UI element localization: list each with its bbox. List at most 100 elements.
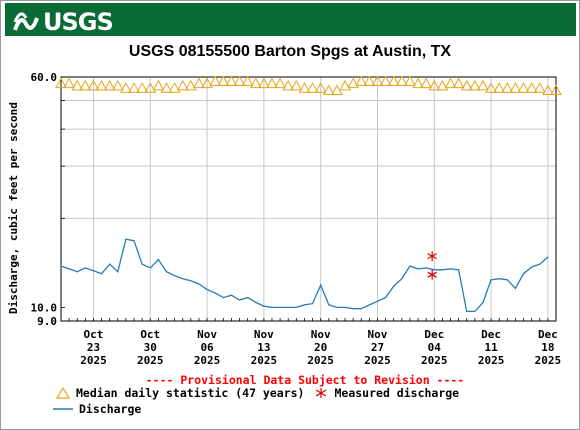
median-triangle-point: [517, 82, 530, 93]
median-triangle-point: [533, 82, 546, 93]
median-triangle-point: [347, 77, 359, 89]
discharge-point: [109, 263, 111, 265]
median-triangle-point: [128, 82, 140, 93]
discharge-point: [393, 285, 395, 287]
median-triangle-point: [485, 82, 497, 93]
discharge-point: [482, 301, 484, 304]
x-tick-label: 2025: [478, 354, 505, 367]
provisional-notice: ---- Provisional Data Subject to Revisio…: [145, 373, 465, 387]
discharge-point: [287, 306, 289, 309]
discharge-point: [255, 301, 257, 304]
median-triangle-point: [55, 77, 67, 89]
discharge-point: [157, 259, 159, 261]
median-triangle-point: [290, 79, 303, 91]
median-triangle-point: [95, 79, 108, 91]
median-triangle-point: [542, 84, 554, 96]
line-swatch-icon: [53, 408, 73, 410]
x-tick-label: Dec: [538, 328, 558, 341]
discharge-point: [490, 279, 492, 281]
discharge-point: [376, 300, 379, 302]
median-triangle-point: [509, 82, 522, 93]
median-triangle-point: [184, 79, 197, 91]
x-tick-label: Nov: [254, 328, 274, 341]
median-triangle-point: [282, 79, 295, 91]
discharge-point: [68, 268, 70, 270]
discharge-point: [441, 269, 443, 271]
x-tick-label: Oct: [84, 328, 104, 341]
discharge-point: [230, 294, 233, 296]
median-triangle-point: [420, 77, 433, 89]
median-triangle-point: [63, 77, 75, 89]
discharge-point: [336, 306, 338, 309]
median-triangle-point: [412, 77, 424, 89]
median-triangle-point: [314, 82, 327, 93]
discharge-point: [531, 266, 533, 268]
usgs-banner: USGS: [5, 3, 576, 36]
discharge-point: [125, 238, 127, 240]
y-tick-label: 10.0: [31, 301, 58, 314]
median-triangle-point: [501, 82, 514, 93]
usgs-wave-icon: [13, 12, 39, 31]
median-triangle-point: [241, 75, 254, 86]
discharge-point: [311, 303, 314, 305]
median-triangle-point: [87, 79, 100, 91]
discharge-point: [417, 268, 419, 270]
discharge-point: [117, 271, 119, 273]
discharge-point: [433, 269, 435, 271]
discharge-point: [92, 270, 95, 272]
median-triangle-point: [550, 84, 562, 96]
discharge-point: [425, 267, 427, 269]
x-tick-label: 06: [200, 341, 214, 354]
discharge-point: [279, 306, 281, 309]
discharge-point: [498, 278, 500, 280]
discharge-point: [320, 284, 322, 286]
median-triangle-point: [363, 75, 376, 86]
median-triangle-point: [225, 75, 238, 86]
x-tick-label: 18: [541, 341, 554, 354]
asterisk-stroke: [427, 253, 437, 260]
median-triangle-point: [201, 77, 213, 89]
measured-discharge-point: [427, 269, 437, 280]
x-tick-label: 23: [87, 341, 100, 354]
usgs-logo[interactable]: USGS: [13, 8, 114, 36]
legend-row-2: Discharge: [53, 402, 141, 416]
discharge-point: [344, 306, 346, 309]
x-tick-label: Dec: [424, 328, 444, 341]
y-tick-label: 60.0: [31, 71, 58, 84]
discharge-point: [182, 278, 184, 280]
x-tick-label: Nov: [197, 328, 217, 341]
legend-discharge-label: Discharge: [79, 402, 142, 416]
median-triangle-point: [452, 77, 465, 89]
median-triangle-point: [322, 84, 335, 96]
median-triangle-point: [444, 77, 457, 89]
discharge-point: [474, 310, 476, 312]
discharge-point: [328, 304, 330, 306]
median-triangle-point: [379, 75, 392, 86]
discharge-point: [368, 304, 370, 306]
median-triangle-point: [460, 79, 473, 91]
median-triangle-point: [249, 77, 262, 89]
discharge-point: [384, 296, 387, 299]
discharge-point: [206, 288, 208, 291]
x-tick-label: 2025: [194, 354, 221, 367]
x-tick-label: Oct: [140, 328, 160, 341]
discharge-point: [360, 308, 362, 310]
discharge-point: [141, 263, 143, 265]
discharge-point: [449, 268, 452, 270]
median-triangle-point: [152, 79, 165, 91]
median-triangle-point: [274, 77, 286, 89]
median-triangle-point: [339, 79, 351, 91]
median-triangle-point: [193, 77, 205, 89]
median-triangle-point: [525, 82, 538, 93]
legend-median-label: Median daily statistic (47 years): [76, 386, 305, 400]
discharge-point: [247, 296, 249, 299]
discharge-point: [458, 269, 460, 271]
x-tick-label: 11: [484, 341, 498, 354]
x-tick-label: 04: [428, 341, 442, 354]
x-tick-label: 30: [144, 341, 157, 354]
discharge-point: [522, 273, 525, 275]
median-triangle-point: [71, 79, 84, 91]
y-tick-label: 9.0: [37, 315, 57, 328]
median-triangle-point: [306, 82, 319, 93]
